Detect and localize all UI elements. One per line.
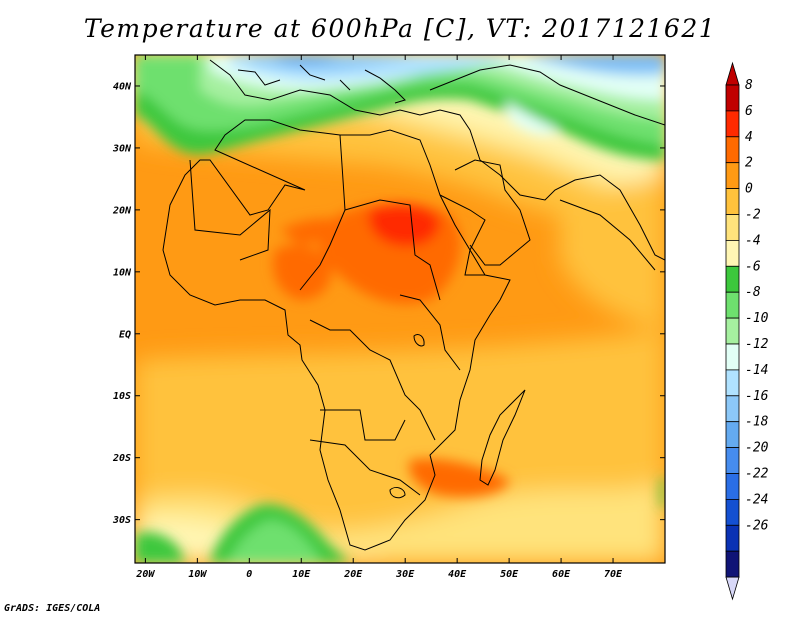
colorbar-label: -16 bbox=[745, 389, 769, 404]
colorbar-label: -10 bbox=[745, 311, 769, 326]
lat-label: 10N bbox=[113, 267, 132, 278]
colorbar-label: -2 bbox=[745, 208, 761, 223]
colorbar-swatch bbox=[725, 317, 740, 345]
colorbar-swatch bbox=[725, 524, 740, 552]
colorbar-swatch bbox=[725, 136, 740, 164]
colorbar-bottom-arrow bbox=[725, 576, 740, 601]
colorbar-swatch bbox=[725, 369, 740, 397]
colorbar-swatch bbox=[725, 343, 740, 371]
colorbar-swatch bbox=[725, 265, 740, 293]
colorbar-label: -12 bbox=[745, 337, 769, 352]
lat-label: 20S bbox=[112, 453, 131, 464]
colorbar-label: -20 bbox=[745, 441, 769, 456]
colorbar-top-arrow bbox=[725, 61, 740, 86]
colorbar-swatch bbox=[725, 447, 740, 474]
lon-label: 10W bbox=[188, 569, 207, 580]
lon-label: 20E bbox=[343, 569, 363, 580]
colorbar-swatch bbox=[725, 473, 740, 500]
lat-label: 30N bbox=[112, 143, 132, 154]
map-frame bbox=[134, 54, 666, 564]
lon-label: 30E bbox=[395, 569, 415, 580]
y-axis: 40N 30N 20N 10N EQ 10S 20S 30S bbox=[112, 81, 665, 526]
coastlines bbox=[162, 59, 665, 551]
chart-title: Temperature at 600hPa [C], VT: 201712162… bbox=[83, 14, 717, 43]
colorbar-swatch bbox=[725, 239, 740, 267]
colorbar-swatch bbox=[725, 110, 740, 138]
colorbar-label: 2 bbox=[745, 156, 753, 171]
colorbar-label: -24 bbox=[745, 492, 768, 507]
colorbar-swatch bbox=[725, 84, 740, 112]
lon-label: 70E bbox=[604, 569, 623, 580]
colorbar-swatch bbox=[725, 162, 740, 189]
colorbar-label: -22 bbox=[745, 467, 769, 482]
colorbar-label: -6 bbox=[745, 259, 761, 274]
temperature-field bbox=[135, 55, 665, 563]
lon-label: 0 bbox=[246, 569, 252, 580]
colorbar-label: -18 bbox=[745, 415, 769, 430]
lon-label: 10E bbox=[292, 569, 311, 580]
lat-label: 40N bbox=[113, 81, 132, 92]
lat-label: 10S bbox=[113, 391, 131, 402]
colorbar-swatch bbox=[725, 421, 740, 449]
lat-label: EQ bbox=[119, 329, 131, 340]
colorbar-label: -14 bbox=[745, 363, 768, 378]
colorbar-label: 0 bbox=[745, 182, 753, 197]
colorbar-label: 8 bbox=[745, 78, 753, 93]
lon-label: 40E bbox=[448, 569, 467, 580]
colorbar-label: -26 bbox=[745, 518, 769, 533]
lat-label: 30S bbox=[112, 515, 131, 526]
lon-label: 60E bbox=[552, 569, 571, 580]
credit-text: GrADS: IGES/COLA bbox=[4, 603, 101, 614]
lon-label: 50E bbox=[500, 569, 519, 580]
colorbar-label: -4 bbox=[745, 233, 761, 248]
colorbar-swatch bbox=[725, 498, 740, 526]
x-axis: 20W 10W 0 10E 20E 30E 40E 50E 60E 70E bbox=[135, 55, 623, 580]
colorbar-swatch bbox=[725, 395, 740, 423]
colorbar: 8 6 4 2 0 -2 -4 -6 -8 -10 -12 -14 -16 -18 -20 -22 -24 -26 bbox=[725, 61, 769, 601]
colorbar-label: 4 bbox=[745, 130, 753, 145]
colorbar-swatch bbox=[725, 188, 740, 215]
lon-label: 20W bbox=[135, 569, 155, 580]
colorbar-swatch bbox=[725, 214, 740, 241]
colorbar-label: 6 bbox=[745, 104, 753, 119]
colorbar-swatch bbox=[725, 550, 740, 578]
lat-label: 20N bbox=[112, 205, 132, 216]
colorbar-label: -8 bbox=[745, 285, 761, 300]
colorbar-swatch bbox=[725, 291, 740, 319]
